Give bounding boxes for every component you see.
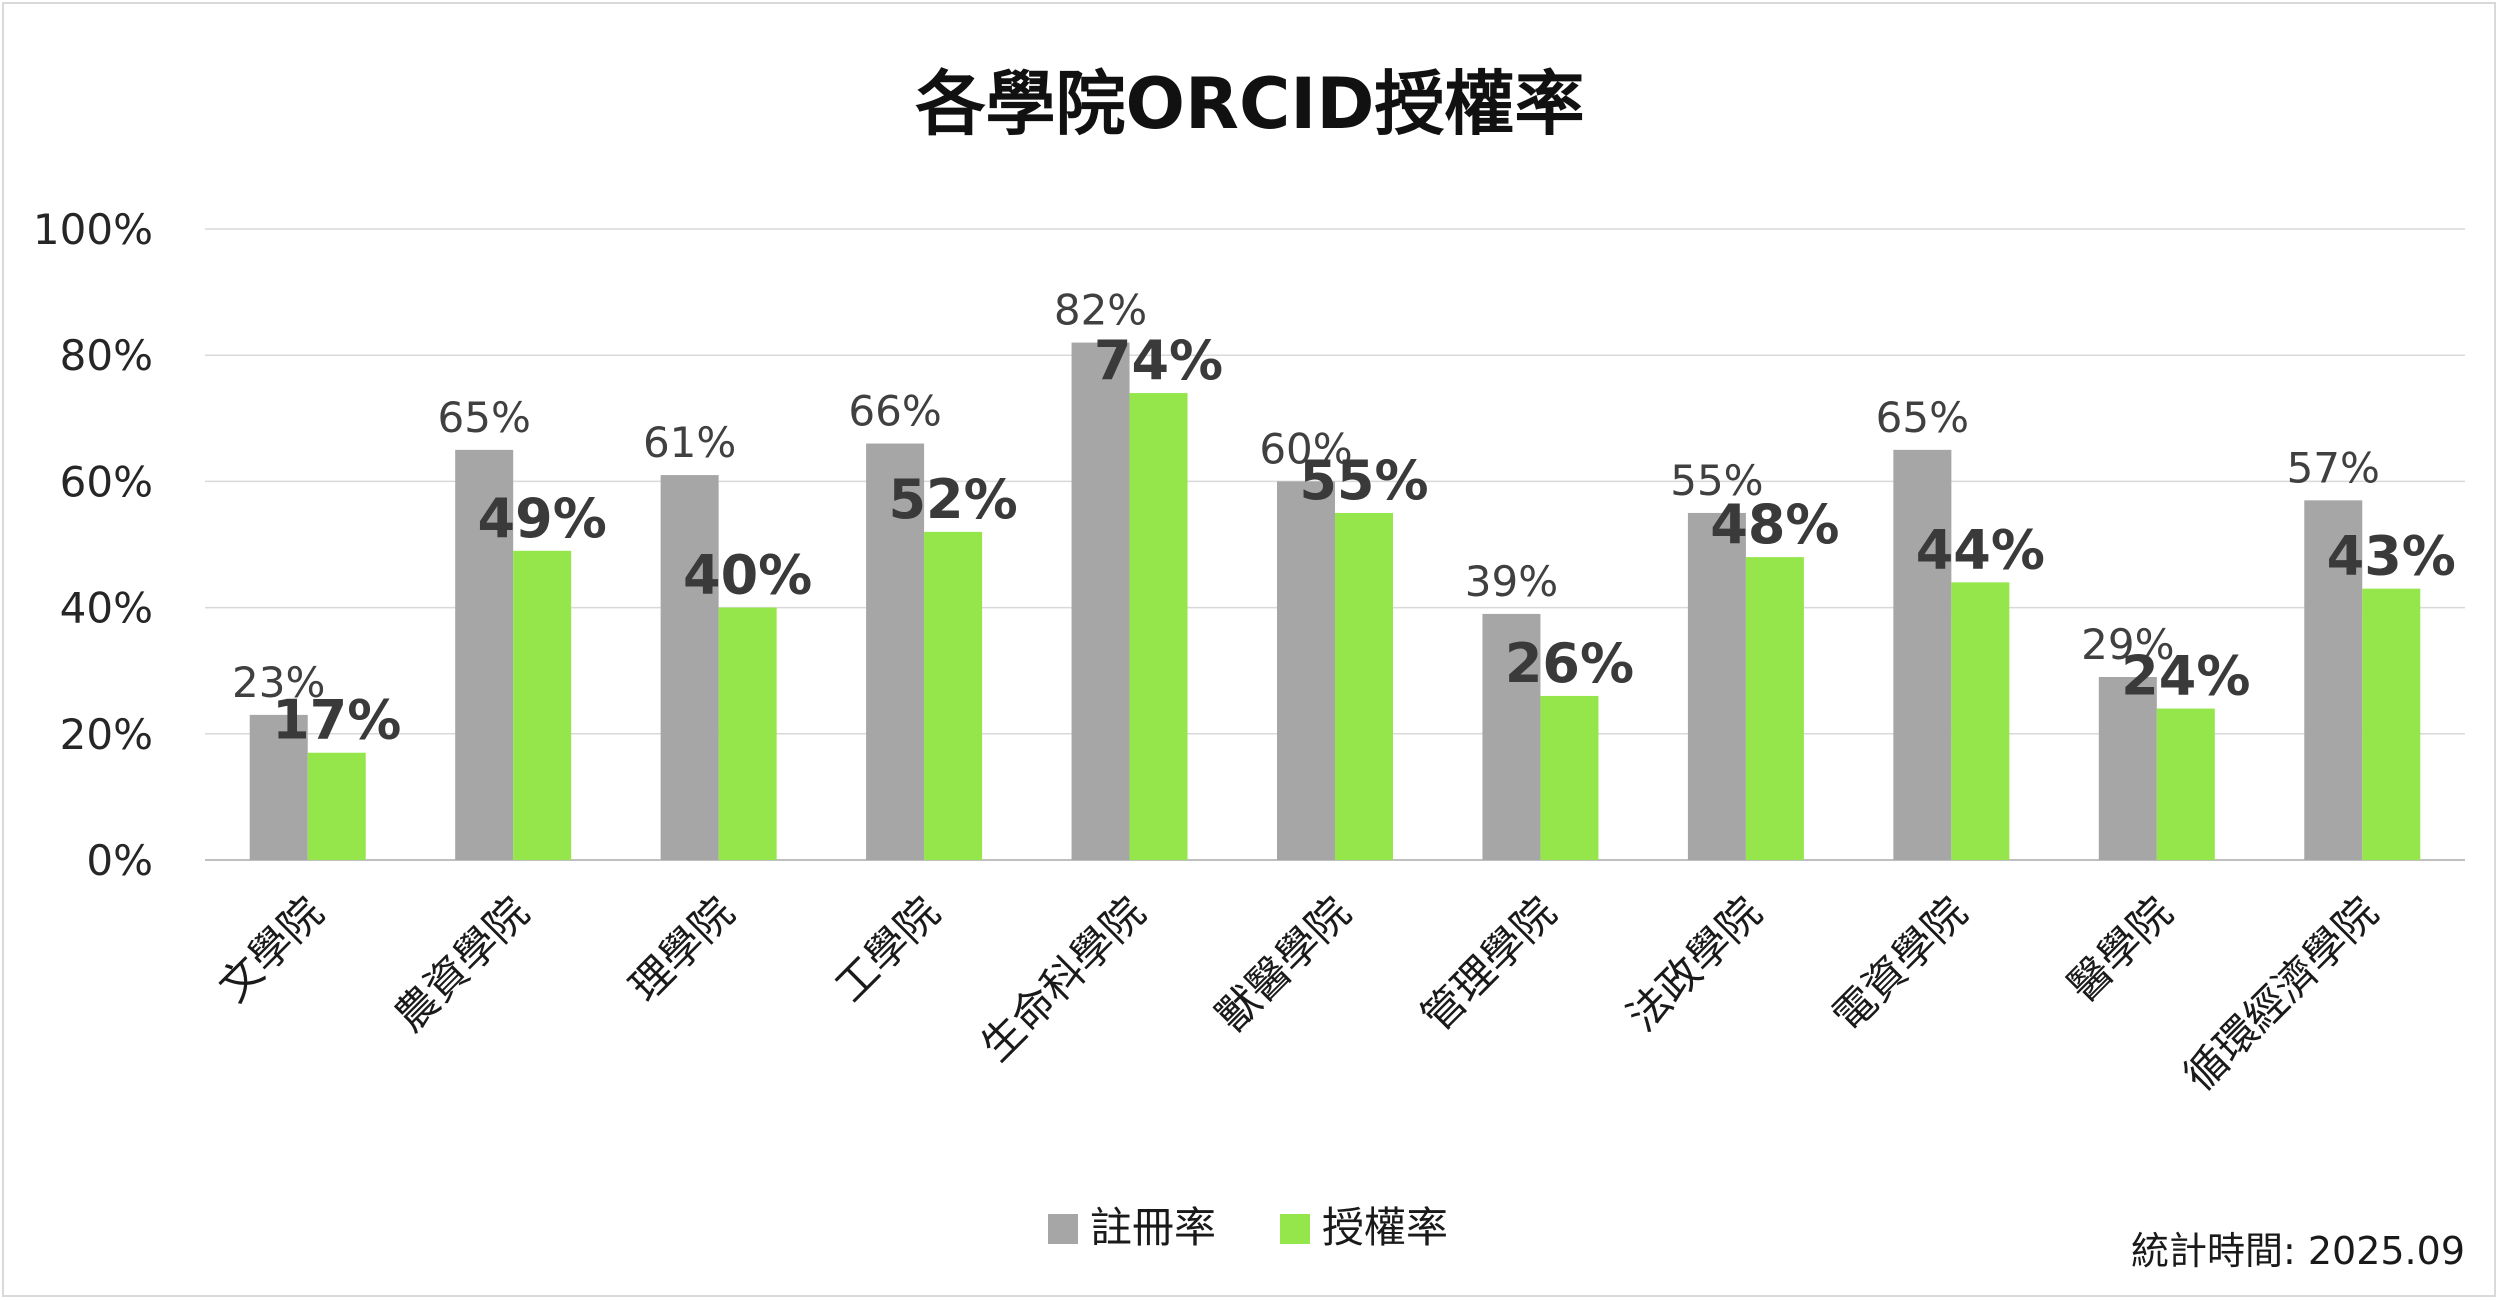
category-label: 電資學院 (1823, 887, 1976, 1040)
registration-value-label: 55% (1670, 456, 1763, 505)
category-label: 醫學院 (2058, 887, 2182, 1011)
y-tick-label: 60% (60, 457, 153, 506)
registration-value-label: 23% (232, 658, 325, 707)
category-label: 循環經濟學院 (2174, 887, 2387, 1100)
authorization-bar (307, 752, 366, 860)
registration-value-label: 66% (848, 387, 941, 436)
registration-value-label: 60% (1259, 424, 1352, 473)
authorization-bar (1335, 512, 1393, 860)
registration-bar (1277, 481, 1335, 860)
registration-value-label: 65% (438, 393, 531, 442)
registration-bar (455, 449, 514, 860)
authorization-value-label: 17% (272, 689, 401, 752)
registration-value-label: 39% (1465, 557, 1558, 606)
category-label: 獸醫學院 (1207, 887, 1360, 1040)
authorization-value-label: 55% (1299, 449, 1428, 512)
authorization-value-label: 49% (478, 487, 607, 550)
statistics-date-note: 統計時間: 2025.09 (2130, 1229, 2465, 1273)
y-tick-label: 20% (60, 710, 153, 759)
authorization-value-label: 74% (1094, 329, 1223, 392)
category-label: 農資學院 (385, 887, 538, 1040)
legend-item-registration: 註冊率 (1090, 1203, 1216, 1252)
registration-bar (1687, 512, 1746, 860)
registration-value-label: 61% (643, 418, 736, 467)
registration-bar (1482, 613, 1541, 860)
authorization-bar (924, 531, 983, 860)
registration-bar (866, 443, 925, 860)
registration-value-label: 65% (1876, 393, 1969, 442)
authorization-value-label: 52% (888, 468, 1017, 531)
registration-value-label: 82% (1054, 286, 1147, 335)
y-tick-label: 100% (33, 205, 153, 254)
registration-bar (2098, 677, 2157, 860)
registration-bar (660, 475, 719, 860)
category-label: 法政學院 (1618, 887, 1771, 1040)
authorization-value-label: 40% (683, 544, 812, 607)
authorization-bar (1129, 393, 1188, 860)
registration-bar (249, 714, 308, 860)
authorization-value-label: 26% (1505, 632, 1634, 695)
authorization-bar (1745, 557, 1804, 860)
category-label: 管理學院 (1412, 887, 1565, 1040)
registration-bar (1893, 449, 1952, 860)
authorization-bar (2362, 588, 2421, 860)
registration-value-label: 57% (2287, 443, 2380, 492)
y-tick-label: 40% (60, 584, 153, 633)
authorization-value-label: 24% (2121, 645, 2250, 708)
y-tick-label: 0% (86, 836, 153, 885)
y-tick-label: 80% (60, 331, 153, 380)
chart-title: 各學院ORCID授權率 (915, 63, 1585, 145)
authorization-bar (513, 550, 572, 860)
authorization-value-label: 48% (1710, 493, 1839, 556)
category-label: 工學院 (825, 887, 949, 1011)
authorization-bar (718, 607, 777, 860)
authorization-bar (1951, 582, 2010, 860)
registration-bar (1071, 342, 1130, 861)
authorization-bar (1540, 695, 1599, 860)
category-label: 生命科學院 (971, 887, 1154, 1070)
registration-bar (2304, 500, 2363, 860)
authorization-value-label: 43% (2327, 525, 2456, 588)
legend-swatch (1048, 1214, 1078, 1244)
authorization-value-label: 44% (1916, 518, 2045, 581)
legend-swatch (1280, 1214, 1310, 1244)
registration-value-label: 29% (2081, 620, 2174, 669)
category-label: 文學院 (209, 887, 333, 1011)
authorization-bar (2156, 708, 2215, 860)
legend-item-authorization: 授權率 (1322, 1203, 1448, 1252)
category-label: 理學院 (620, 887, 744, 1011)
